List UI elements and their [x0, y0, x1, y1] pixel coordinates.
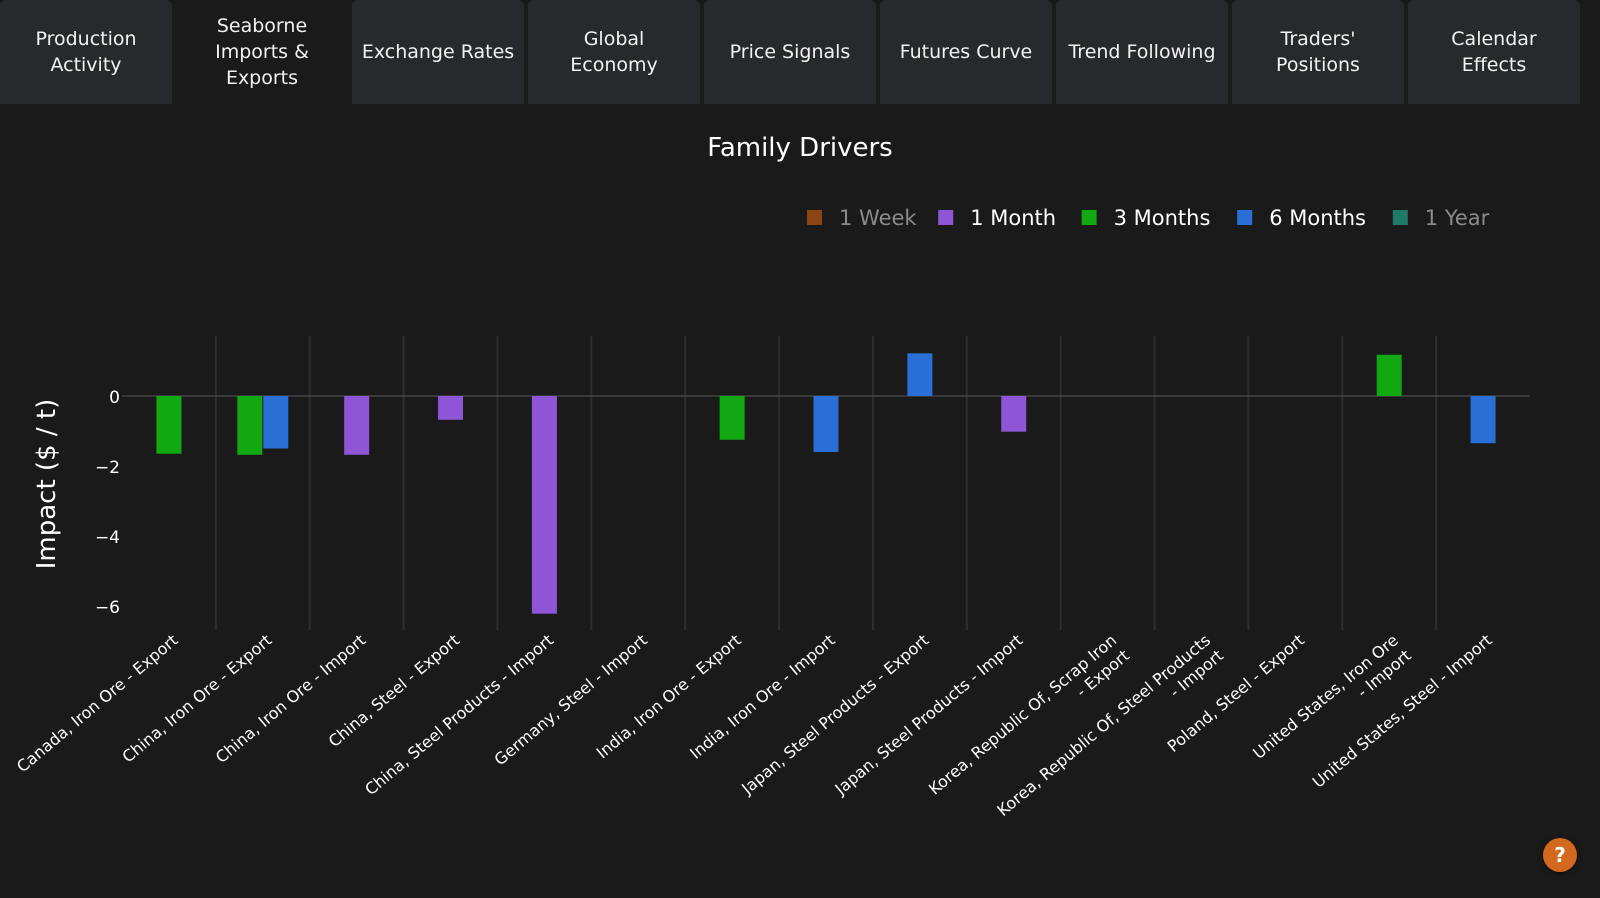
chart-title: Family Drivers	[707, 133, 892, 163]
x-tick-label: Japan, Steel Products - Import	[831, 631, 1027, 800]
x-tick-label: China, Iron Ore - Export	[119, 631, 276, 767]
tab-calendar-effects[interactable]: Calendar Effects	[1408, 0, 1580, 104]
legend-swatch[interactable]	[1237, 210, 1253, 225]
y-tick-label: −4	[95, 528, 120, 548]
legend-label[interactable]: 3 Months	[1114, 206, 1211, 230]
tab-global-economy[interactable]: Global Economy	[528, 0, 700, 104]
y-tick-label: 0	[109, 388, 120, 408]
bar-1-month-9[interactable]	[1001, 396, 1027, 432]
bar-3-months-6[interactable]	[719, 396, 745, 440]
y-tick-label: −2	[95, 458, 120, 478]
bar-6-months-14[interactable]	[1470, 396, 1496, 444]
legend-label[interactable]: 1 Week	[839, 206, 917, 230]
grid-lines	[214, 336, 1438, 630]
bar-3-months-13[interactable]	[1376, 354, 1402, 396]
tab-exchange-rates[interactable]: Exchange Rates	[352, 0, 524, 104]
tab-production-activity[interactable]: Production Activity	[0, 0, 172, 104]
tab-price-signals[interactable]: Price Signals	[704, 0, 876, 104]
bar-1-month-3[interactable]	[438, 396, 464, 420]
x-tick-label: Canada, Iron Ore - Export	[13, 631, 181, 777]
x-tick-label: Germany, Steel - Import	[491, 631, 651, 770]
legend-label[interactable]: 6 Months	[1269, 206, 1366, 230]
bar-1-month-2[interactable]	[344, 396, 370, 455]
bar-1-month-4[interactable]	[531, 396, 557, 614]
legend-swatch[interactable]	[1081, 210, 1097, 225]
tab-futures-curve[interactable]: Futures Curve	[880, 0, 1052, 104]
legend-swatch[interactable]	[1392, 210, 1408, 225]
tab-label: Traders' Positions	[1276, 28, 1360, 76]
x-tick-label: China, Steel Products - Import	[361, 631, 557, 800]
x-tick-label: China, Iron Ore - Import	[212, 631, 369, 767]
bar-6-months-7[interactable]	[813, 396, 839, 452]
tab-seaborne-imports-exports[interactable]: Seaborne Imports & Exports	[176, 0, 348, 104]
tab-label: Production Activity	[35, 28, 137, 76]
tab-label: Global Economy	[570, 28, 658, 76]
legend: 1 Week 1 Month 3 Months 6 Months 1 Year	[807, 206, 1490, 230]
bar-6-months-8[interactable]	[907, 353, 933, 396]
y-axis-label: Impact ($ / t)	[32, 399, 62, 570]
legend-swatch[interactable]	[938, 210, 954, 225]
tab-label: Trend Following	[1068, 41, 1216, 63]
x-tick-label: Japan, Steel Products - Export	[737, 631, 932, 799]
y-tick-labels: 0 −2 −4 −6	[95, 388, 120, 618]
tab-trend-following[interactable]: Trend Following	[1056, 0, 1228, 104]
bar-3-months-0[interactable]	[156, 396, 182, 454]
tab-label: Seaborne Imports & Exports	[215, 15, 309, 89]
tab-bar: Production Activity Seaborne Imports & Ex…	[0, 0, 1600, 106]
tab-label: Price Signals	[729, 41, 851, 63]
tab-traders-positions[interactable]: Traders' Positions	[1232, 0, 1404, 104]
tab-label: Exchange Rates	[361, 41, 515, 63]
y-tick-label: −6	[95, 598, 120, 618]
bars	[156, 353, 1496, 614]
legend-label[interactable]: 1 Year	[1425, 206, 1490, 230]
help-button[interactable]: ?	[1543, 838, 1577, 872]
family-drivers-chart: 0−2−4−6 Canada, Iron Ore - ExportChina, …	[13, 133, 1530, 820]
bar-6-months-1[interactable]	[263, 396, 289, 449]
bar-3-months-1[interactable]	[237, 396, 263, 455]
legend-swatch[interactable]	[807, 210, 822, 225]
legend-label[interactable]: 1 Month	[970, 206, 1056, 230]
tab-label: Futures Curve	[899, 41, 1033, 63]
tab-label: Calendar Effects	[1451, 28, 1537, 76]
